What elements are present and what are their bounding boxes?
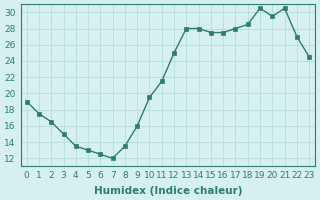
X-axis label: Humidex (Indice chaleur): Humidex (Indice chaleur) <box>94 186 242 196</box>
